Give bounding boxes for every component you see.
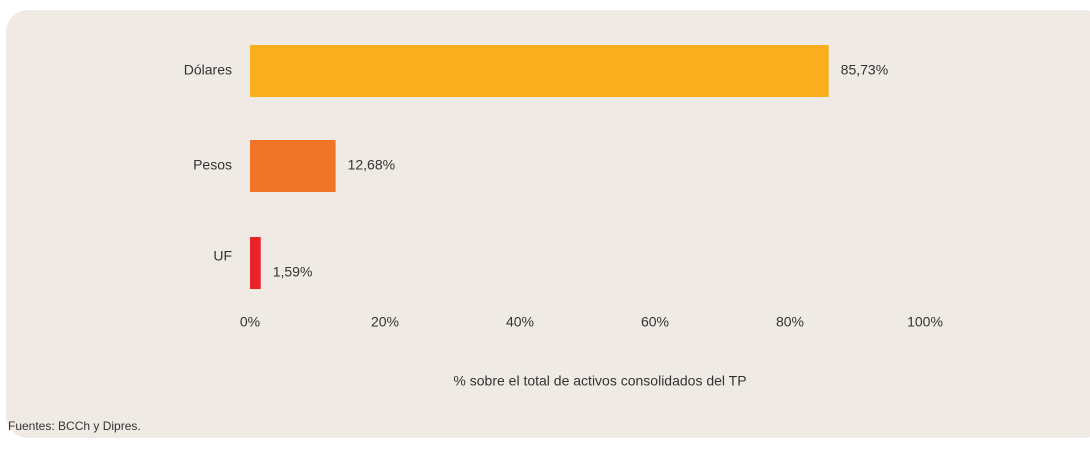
x-tick-label: 80% (776, 314, 804, 330)
value-label: 12,68% (348, 157, 395, 173)
value-label: 1,59% (273, 264, 313, 280)
panel (6, 10, 1090, 438)
bar (250, 237, 261, 289)
category-label: UF (213, 248, 232, 264)
value-label: 85,73% (841, 62, 888, 78)
x-tick-label: 100% (907, 314, 943, 330)
bar (250, 140, 336, 192)
x-tick-label: 0% (240, 314, 260, 330)
x-tick-label: 40% (506, 314, 534, 330)
bar (250, 45, 829, 97)
x-axis-title: % sobre el total de activos consolidados… (453, 373, 746, 389)
source: Fuentes: BCCh y Dipres. (8, 419, 141, 433)
category-label: Dólares (184, 62, 232, 78)
x-tick-label: 20% (371, 314, 399, 330)
category-label: Pesos (193, 157, 232, 173)
x-tick-label: 60% (641, 314, 669, 330)
